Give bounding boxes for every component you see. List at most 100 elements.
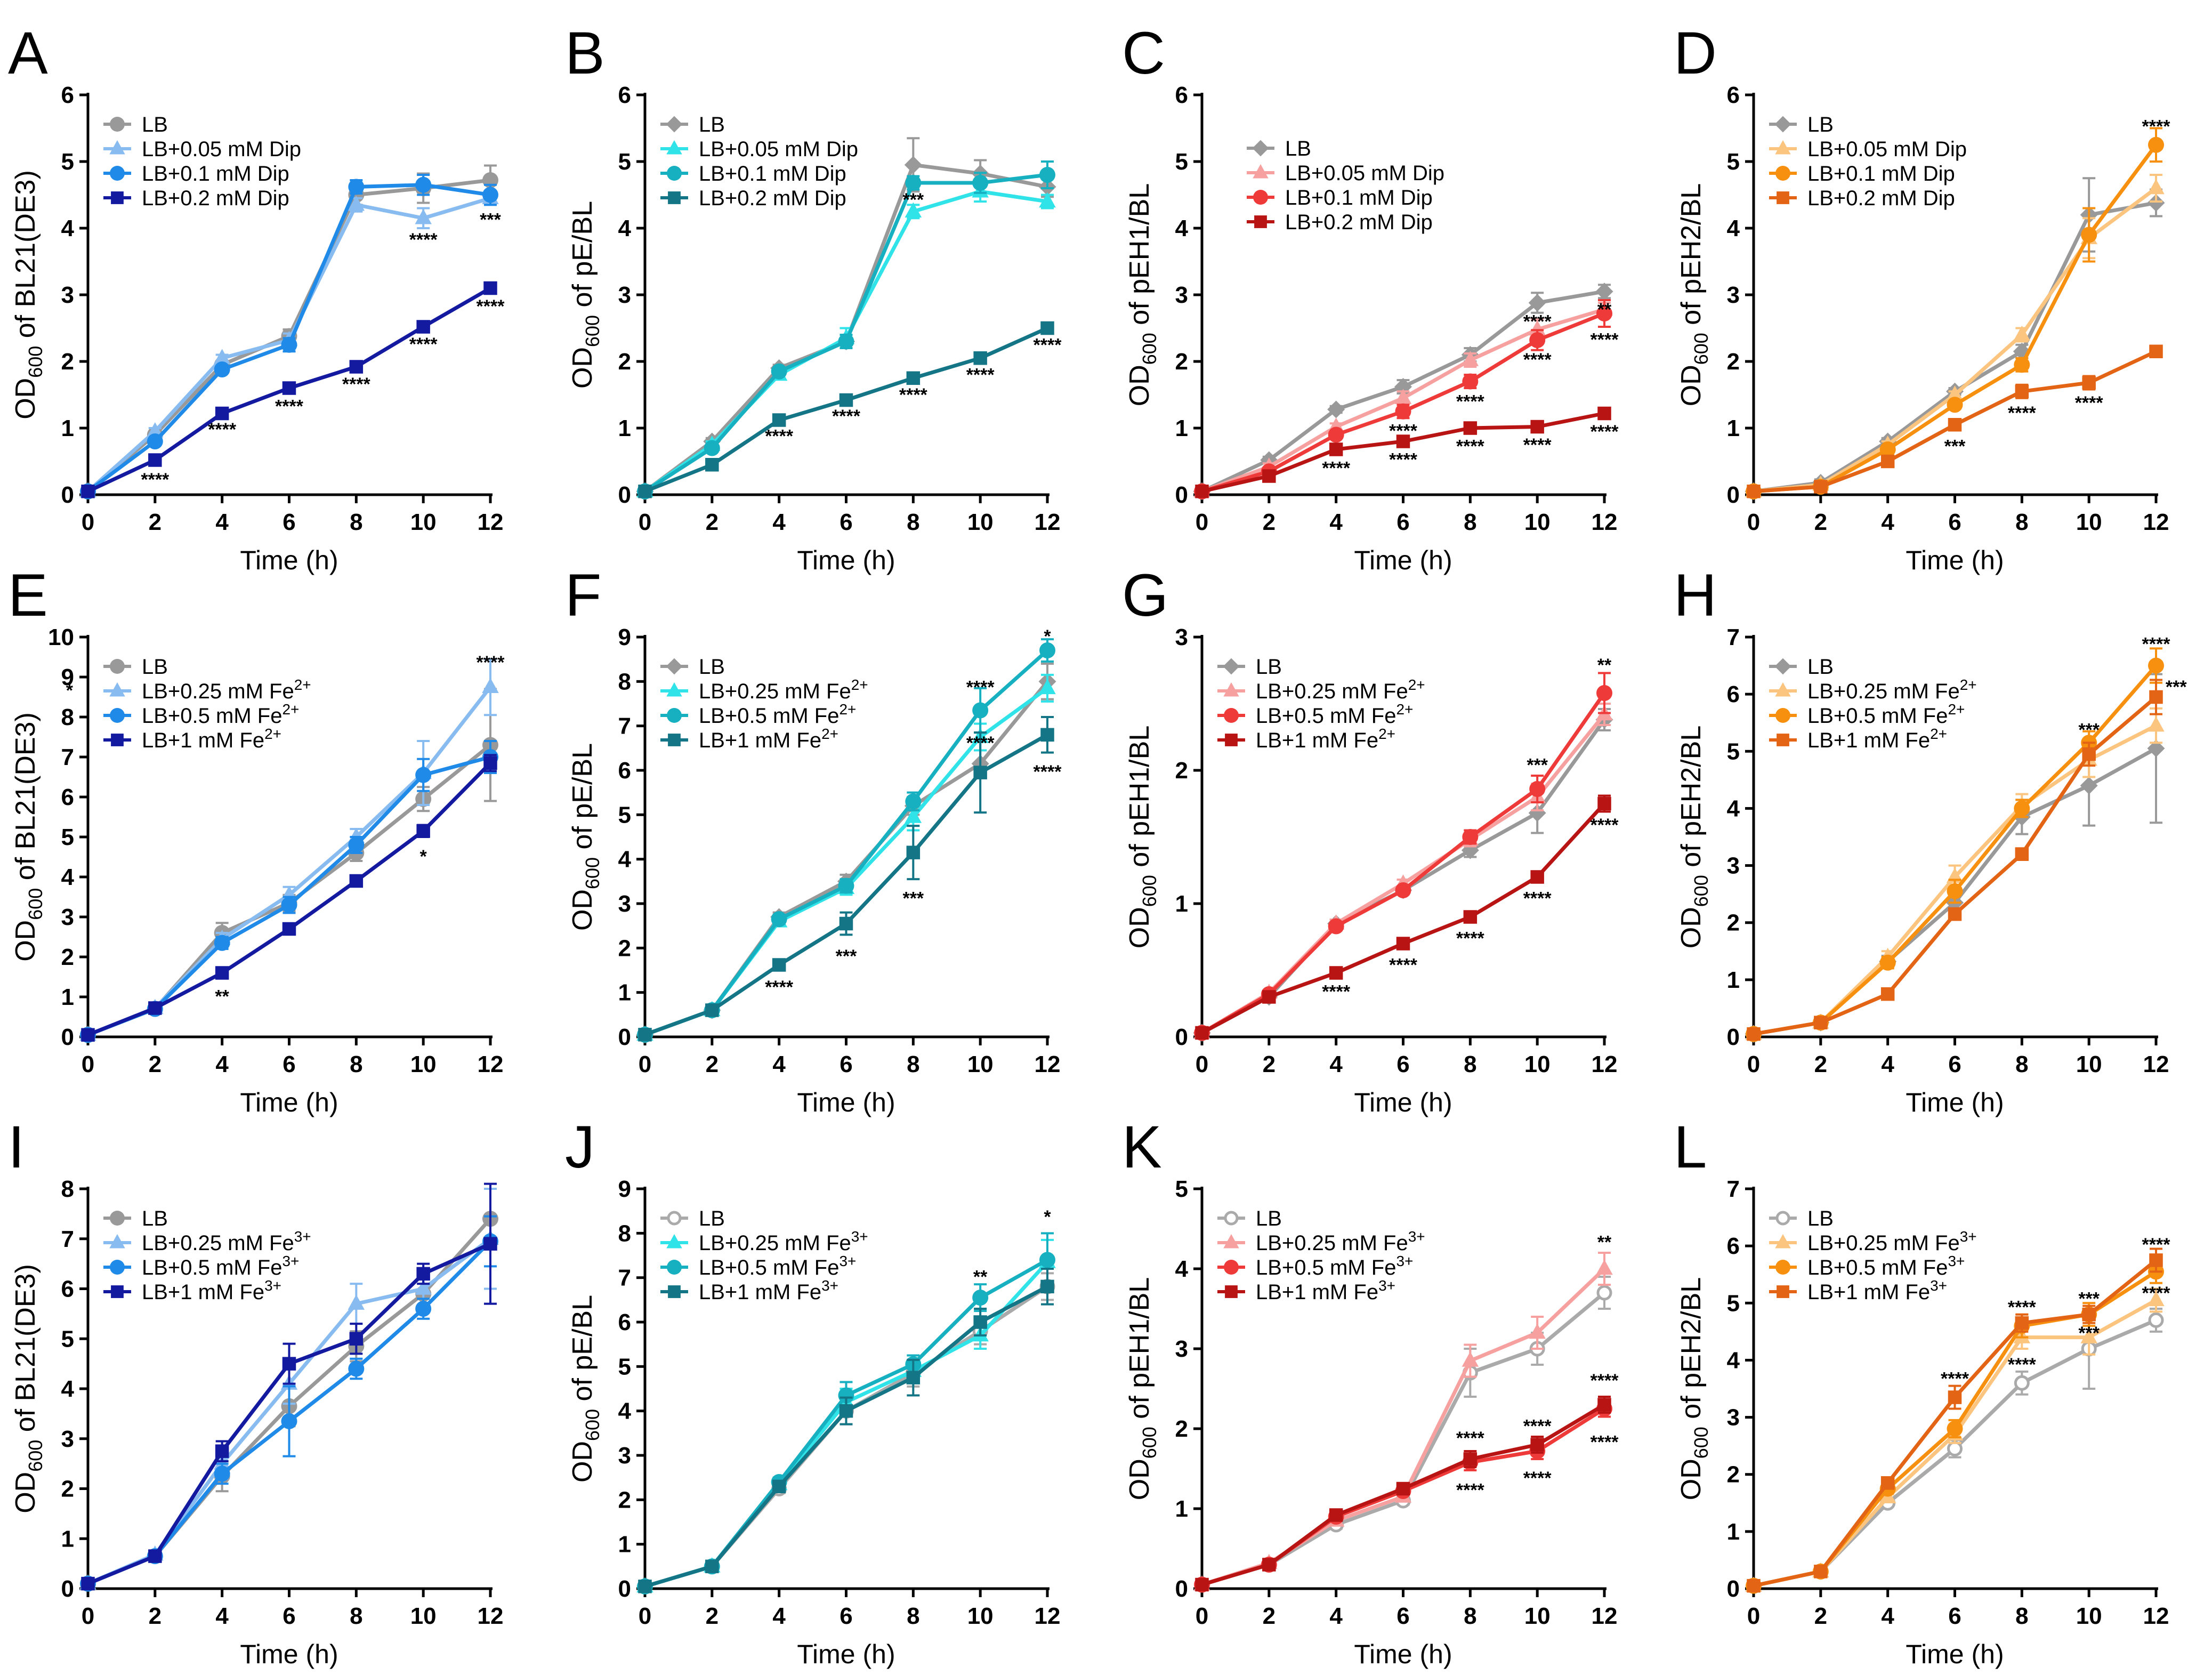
significance-mark: **** [2075,393,2104,413]
data-point [1040,321,1054,335]
x-tick-label: 10 [967,1603,994,1629]
x-tick-label: 4 [772,509,786,535]
legend-item: LB+0.1 mM Dip [660,162,846,186]
significance-mark: **** [1322,458,1351,479]
data-point [214,361,230,377]
legend-marker [1775,140,1791,155]
legend-marker [1775,1260,1790,1275]
data-point [1039,679,1056,695]
data-point [482,187,498,203]
y-tick-label: 5 [618,149,631,175]
y-tick-label: 4 [1727,1347,1740,1373]
y-tick-label: 0 [1727,1576,1740,1602]
legend-marker [1224,1260,1239,1275]
significance-mark: **** [1456,392,1485,412]
data-point [1947,1441,1963,1456]
data-point [1948,418,1962,432]
legend-label: LB+0.25 mM Fe2+ [699,677,868,703]
x-tick-label: 10 [1524,1603,1551,1629]
data-point [1814,480,1828,494]
panel-label: F [565,562,601,629]
data-point [1747,1579,1761,1593]
y-tick-label: 4 [1727,215,1740,241]
data-point [81,485,95,498]
data-point [771,911,787,928]
data-point [2147,739,2165,758]
y-tick-label: 1 [1175,891,1188,917]
data-point [904,156,922,174]
legend-item: LB+0.1 mM Dip [103,162,289,186]
x-tick-label: 0 [1747,509,1760,535]
data-point [2080,1328,2097,1343]
y-tick-label: 6 [1727,1233,1740,1259]
legend-label: LB+0.25 mM Fe3+ [1807,1228,1977,1255]
data-point [1529,320,1546,336]
data-point [2148,179,2165,195]
legend-label: LB+0.25 mM Fe3+ [1256,1228,1425,1255]
legend-label: LB+0.5 mM Fe3+ [1256,1253,1413,1279]
y-tick-label: 3 [618,891,631,917]
data-point [638,1028,652,1042]
y-tick-label: 1 [1175,1496,1188,1522]
legend-label: LB+0.5 mM Fe2+ [1807,701,1965,728]
y-tick-label: 4 [61,1376,75,1402]
data-point [1747,485,1761,498]
x-axis-title: Time (h) [797,545,895,575]
legend-marker [666,682,682,697]
y-tick-label: 6 [61,1276,74,1302]
x-tick-label: 2 [1263,1603,1275,1629]
significance-mark: * [420,847,427,867]
y-tick-label: 5 [618,1354,631,1380]
significance-mark: **** [1389,421,1418,441]
legend-label: LB+0.2 mM Dip [1285,211,1433,234]
data-point [905,808,922,823]
legend-item: LB+0.05 mM Dip [660,138,858,161]
x-tick-label: 12 [2143,1051,2169,1077]
x-tick-label: 10 [410,509,437,535]
x-tick-label: 2 [149,1051,162,1077]
data-point [1948,907,1962,921]
x-tick-label: 6 [282,509,295,535]
series-2 [1745,707,2165,1040]
y-tick-label: 4 [1727,795,1740,822]
series-4 [1747,679,2163,1041]
legend-item: LB [660,655,725,679]
significance-mark: **** [1456,1480,1485,1501]
data-point [1327,400,1345,418]
y-tick-label: 4 [618,1398,632,1424]
data-point [281,336,297,353]
data-point [1463,421,1478,435]
y-tick-label: 9 [618,624,631,650]
y-tick-label: 2 [61,944,74,970]
data-point [1595,283,1613,301]
legend-item: LB+0.25 mM Fe3+ [1217,1228,1425,1255]
y-tick-label: 1 [618,1532,631,1558]
panel-label: H [1674,562,1717,629]
x-axis-title: Time (h) [240,1639,338,1669]
legend-label: LB [1285,137,1311,160]
x-axis-title: Time (h) [1354,1088,1452,1117]
legend-item: LB [1217,655,1282,679]
y-tick-label: 4 [1175,215,1189,241]
y-tick-label: 6 [618,1309,631,1335]
data-point [705,1003,719,1017]
significance-mark: ** [1597,1233,1612,1253]
x-tick-label: 12 [478,1603,504,1629]
data-point [1530,1438,1544,1452]
data-point [705,1559,719,1574]
series-3 [1746,1259,2164,1594]
legend-marker [1252,140,1269,157]
significance-mark: **** [477,296,505,317]
data-point [415,209,432,224]
x-tick-label: 2 [149,1603,162,1629]
y-tick-label: 3 [1175,1336,1188,1362]
significance-mark: **** [2008,403,2037,423]
x-tick-label: 12 [1035,509,1061,535]
x-tick-label: 2 [1263,1051,1275,1077]
significance-mark: *** [836,946,857,967]
y-tick-label: 3 [1175,282,1188,308]
